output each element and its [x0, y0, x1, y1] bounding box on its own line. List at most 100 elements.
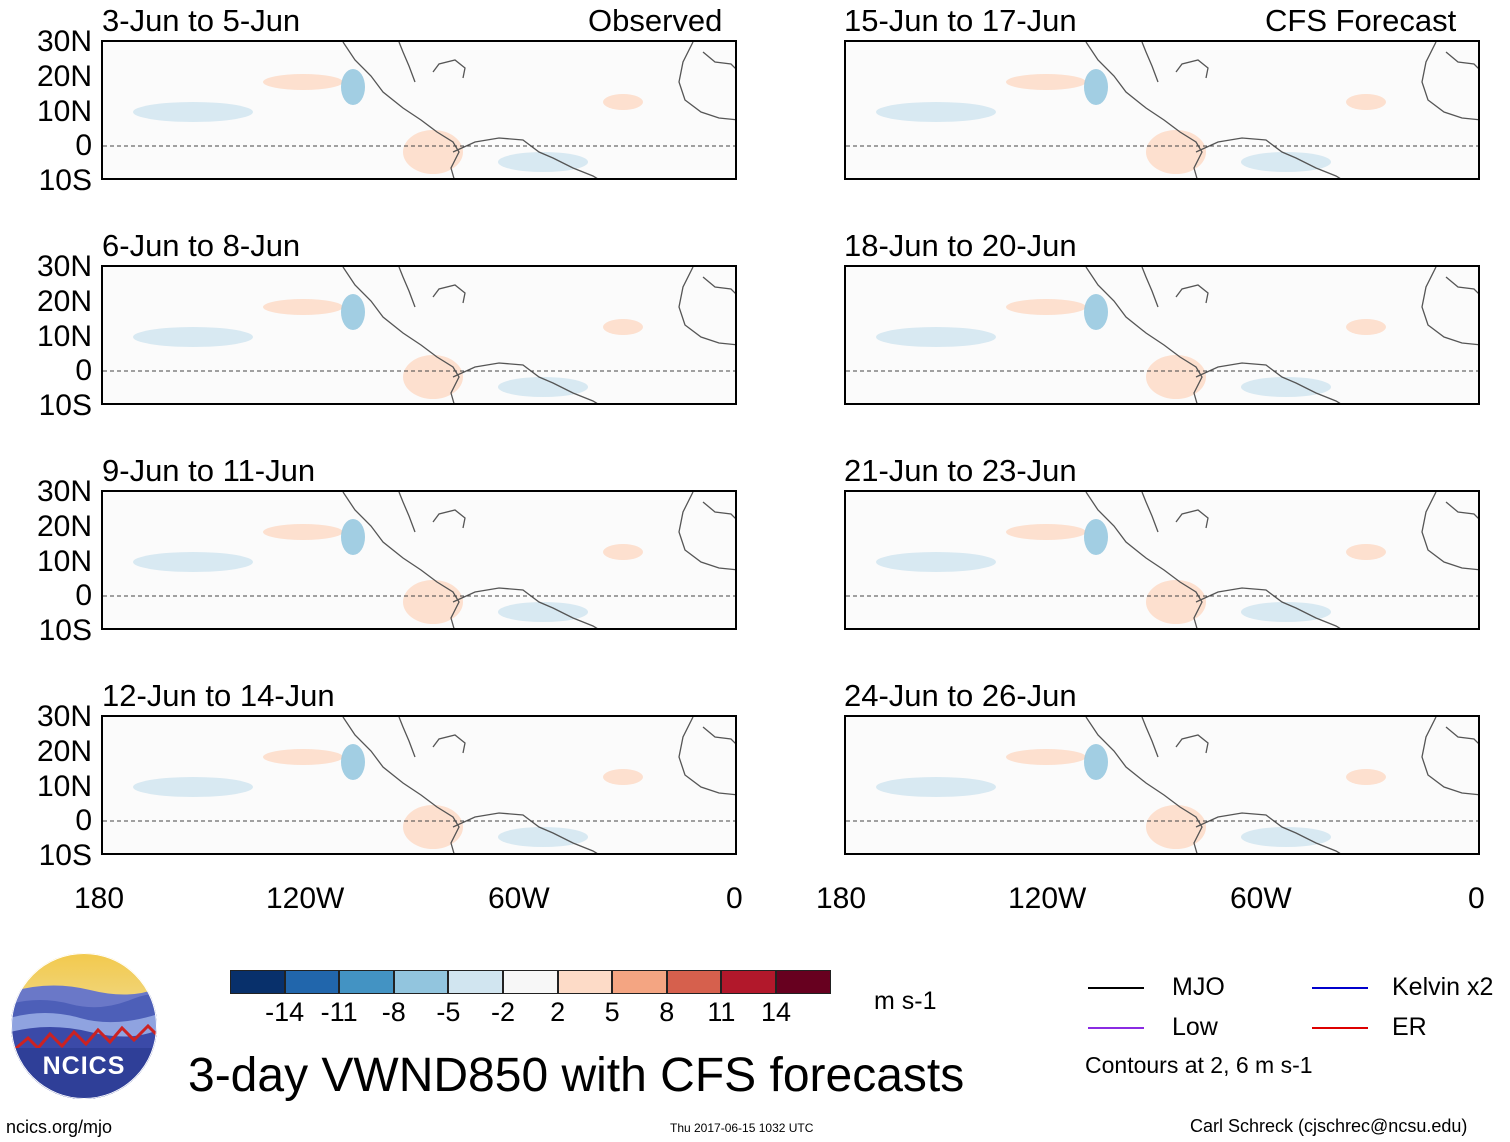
- footer-url[interactable]: ncics.org/mjo: [6, 1117, 113, 1137]
- wind-anomaly-shading: [498, 827, 588, 847]
- panel-title: 15-Jun to 17-Jun: [844, 3, 1077, 38]
- wind-anomaly-shading: [341, 294, 365, 330]
- wind-anomaly-shading: [1241, 152, 1331, 172]
- coastline: [452, 362, 598, 403]
- legend-line-kelvin: [1312, 987, 1368, 989]
- lat-label: 10N: [36, 320, 92, 353]
- coastline: [452, 812, 598, 853]
- legend-line-er: [1312, 1027, 1368, 1029]
- lon-label: 0: [726, 882, 743, 915]
- coastline: [398, 717, 416, 758]
- wind-anomaly-shading: [1241, 377, 1331, 397]
- map-graphic: [846, 267, 1478, 403]
- legend-label-kelvin: Kelvin x2: [1392, 973, 1494, 1001]
- wind-anomaly-shading: [1006, 524, 1086, 540]
- wind-anomaly-shading: [133, 552, 253, 572]
- coastline: [1445, 501, 1478, 519]
- wind-anomaly-shading: [403, 355, 463, 399]
- coastline: [1175, 734, 1209, 754]
- coastline: [1195, 812, 1341, 853]
- colorbar-tick-label: 5: [604, 997, 620, 1027]
- lat-label: 10N: [36, 770, 92, 803]
- wind-anomaly-shading: [1146, 805, 1206, 849]
- lat-label: 10S: [38, 389, 92, 422]
- lon-label: 60W: [488, 882, 550, 915]
- wind-anomaly-shading: [876, 777, 996, 797]
- panel-title: 9-Jun to 11-Jun: [102, 453, 316, 488]
- wind-anomaly-shading: [1346, 94, 1386, 110]
- colorbar-swatch: [284, 970, 340, 994]
- coastline: [1445, 51, 1478, 69]
- lat-label: 30N: [36, 700, 92, 733]
- coastline: [452, 137, 598, 178]
- wind-anomaly-shading: [133, 327, 253, 347]
- wind-anomaly-shading: [403, 580, 463, 624]
- wind-anomaly-shading: [1084, 69, 1108, 105]
- coastline: [398, 492, 416, 533]
- legend-line-mjo: [1088, 987, 1144, 989]
- colorbar-tick-label: 2: [550, 997, 566, 1027]
- wind-anomaly-shading: [498, 377, 588, 397]
- colorbar-tick-label: -11: [320, 997, 358, 1027]
- wind-anomaly-shading: [1084, 519, 1108, 555]
- coastline: [702, 726, 735, 744]
- colorbar-tick-label: -8: [381, 997, 406, 1027]
- lon-label: 180: [816, 882, 867, 915]
- coastline: [678, 267, 735, 346]
- coastline: [1421, 492, 1478, 571]
- coastline: [1421, 267, 1478, 346]
- wind-anomaly-shading: [1346, 769, 1386, 785]
- coastline: [432, 509, 466, 529]
- coastline: [1421, 42, 1478, 121]
- wind-anomaly-shading: [1084, 294, 1108, 330]
- map-graphic: [846, 717, 1478, 853]
- map-graphic: [103, 267, 735, 403]
- lat-label: 0: [75, 804, 92, 837]
- lat-label: 0: [75, 129, 92, 162]
- wind-anomaly-shading: [1006, 749, 1086, 765]
- wind-anomaly-shading: [133, 102, 253, 122]
- forecast-label: CFS Forecast: [1265, 3, 1457, 38]
- wind-anomaly-shading: [1241, 602, 1331, 622]
- lat-label: 30N: [36, 475, 92, 508]
- lon-label: 0: [1468, 882, 1485, 915]
- coastline: [1195, 137, 1341, 178]
- lon-label: 180: [74, 882, 125, 915]
- wind-anomaly-shading: [876, 327, 996, 347]
- colorbar-swatch: [612, 970, 667, 994]
- colorbar-swatch: [557, 970, 613, 994]
- coastline: [1445, 726, 1478, 744]
- wind-anomaly-shading: [403, 805, 463, 849]
- wind-anomaly-shading: [1084, 744, 1108, 780]
- coastline: [1085, 267, 1203, 403]
- footer-timestamp: Thu 2017-06-15 1032 UTC: [670, 1121, 814, 1135]
- lat-label: 10S: [38, 614, 92, 647]
- legend-line-low: [1088, 1027, 1144, 1029]
- contours-note: Contours at 2, 6 m s-1: [1085, 1052, 1313, 1078]
- colorbar-tick-label: 8: [659, 997, 675, 1027]
- coastline: [1141, 42, 1159, 83]
- coastline: [342, 717, 460, 853]
- coastline: [1141, 492, 1159, 533]
- colorbar-swatch: [230, 970, 285, 994]
- lat-label: 20N: [36, 60, 92, 93]
- lat-label: 20N: [36, 285, 92, 318]
- colorbar-swatch: [448, 970, 503, 994]
- coastline: [1445, 276, 1478, 294]
- colorbar-swatch: [503, 970, 558, 994]
- coastline: [702, 51, 735, 69]
- wind-anomaly-shading: [1346, 544, 1386, 560]
- colorbar-tick-label: -2: [490, 997, 515, 1027]
- wind-anomaly-shading: [603, 769, 643, 785]
- colorbar-units: m s-1: [874, 987, 937, 1015]
- coastline: [1085, 42, 1203, 178]
- panel-title: 24-Jun to 26-Jun: [844, 678, 1077, 713]
- colorbar-tick-label: -14: [265, 997, 305, 1027]
- lat-label: 10S: [38, 839, 92, 872]
- legend-label-er: ER: [1392, 1013, 1427, 1041]
- wind-anomaly-shading: [603, 94, 643, 110]
- map-area: [844, 40, 1480, 180]
- coastline: [1141, 267, 1159, 308]
- wind-anomaly-shading: [403, 130, 463, 174]
- coastline: [432, 284, 466, 304]
